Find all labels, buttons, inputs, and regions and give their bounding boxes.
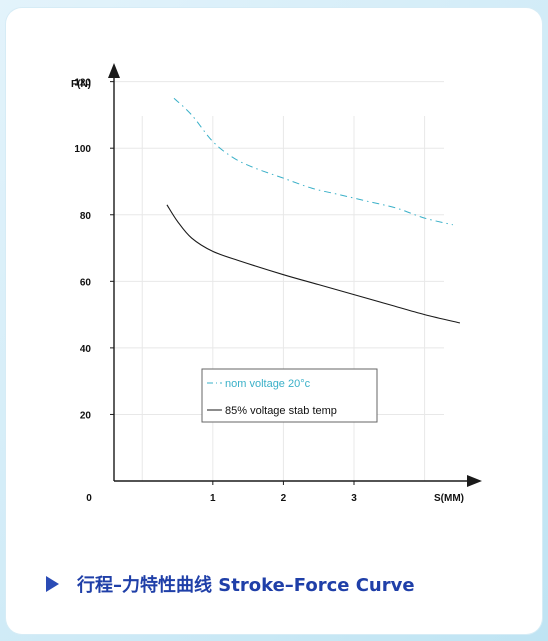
y-tick-label: 20	[80, 410, 92, 421]
x-tick-label: 3	[351, 493, 357, 504]
x-tick-labels: 1 2 3	[210, 481, 357, 504]
play-triangle-icon	[46, 576, 59, 592]
legend-entry-nom-voltage: nom voltage 20°c	[225, 378, 311, 390]
chart-caption: 行程–力特性曲线 Stroke–Force Curve	[46, 572, 415, 596]
x-tick-label: 2	[281, 493, 287, 504]
x-axis-arrow-icon	[467, 475, 482, 487]
y-tick-label: 80	[80, 211, 92, 222]
legend-entry-85-voltage: 85% voltage stab temp	[225, 405, 337, 417]
y-tick-label: 100	[74, 144, 91, 155]
caption-text: 行程–力特性曲线 Stroke–Force Curve	[77, 571, 415, 597]
x-tick-label: 1	[210, 493, 216, 504]
y-axis-arrow-icon	[108, 63, 120, 78]
y-tick-label: 40	[80, 344, 92, 355]
x-axis-label: S(MM)	[434, 493, 464, 504]
y-tick-label: 120	[74, 78, 91, 89]
y-tick-label: 60	[80, 277, 92, 288]
x-origin-label: 0	[86, 493, 92, 504]
legend: nom voltage 20°c 85% voltage stab temp	[202, 369, 377, 422]
y-tick-labels: 20 40 60 80 100 120	[74, 78, 114, 422]
plot-area	[114, 116, 444, 481]
